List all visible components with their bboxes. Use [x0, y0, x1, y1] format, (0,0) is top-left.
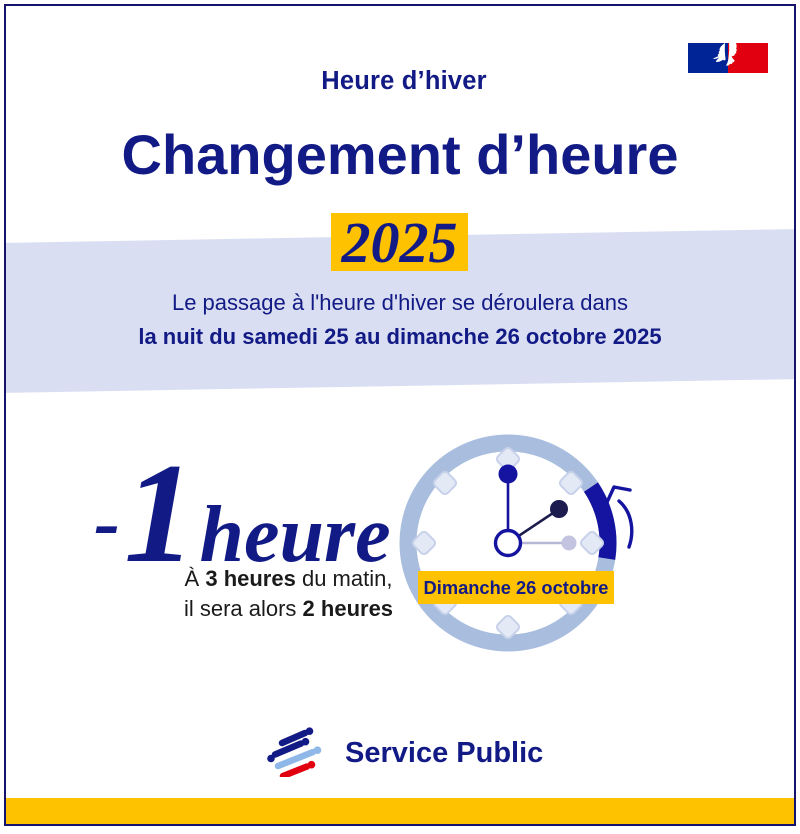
svg-text:Dimanche 26 octobre: Dimanche 26 octobre — [424, 577, 609, 598]
